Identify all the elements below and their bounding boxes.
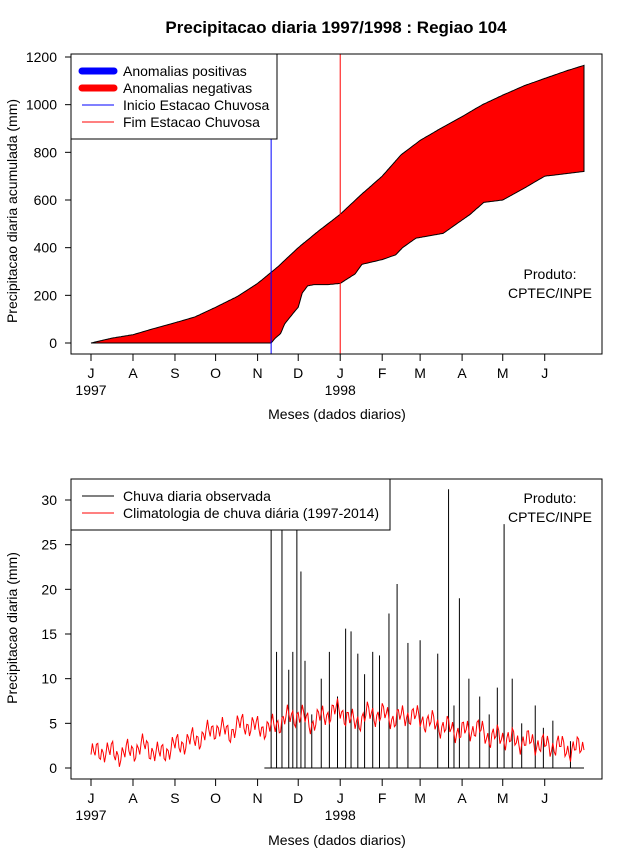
y-tick-label: 30	[41, 492, 57, 508]
x-tick-label: A	[457, 790, 467, 806]
year-label: 1998	[325, 807, 356, 823]
legend: Chuva diaria observada Climatologia de c…	[70, 478, 391, 531]
x-tick-label: M	[497, 365, 509, 381]
x-axis-label: Meses (dados diarios)	[268, 406, 406, 422]
legend: Anomalias positivas Anomalias negativas …	[70, 53, 278, 140]
x-tick-label: F	[378, 365, 387, 381]
x-tick-label: M	[414, 790, 426, 806]
x-tick-label: A	[457, 365, 467, 381]
x-tick-label: D	[293, 365, 303, 381]
y-tick-label: 1200	[26, 49, 57, 65]
y-axis-label: Precipitacao diaria acumulada (mm)	[4, 99, 20, 323]
x-tick-label: S	[170, 790, 179, 806]
y-tick-label: 25	[41, 537, 57, 553]
annotation-produto: Produto:	[524, 490, 577, 506]
y-tick-label: 200	[34, 287, 58, 303]
x-tick-label: J	[88, 790, 95, 806]
y-tick-label: 800	[34, 144, 58, 160]
climatology-line	[90, 698, 585, 767]
x-tick-label: A	[128, 365, 138, 381]
annotation-produto: Produto:	[524, 266, 577, 282]
legend-label-climatology: Climatologia de chuva diária (1997-2014)	[123, 505, 379, 521]
y-tick-label: 15	[41, 626, 57, 642]
x-tick-label: J	[337, 790, 344, 806]
x-tick-label: M	[414, 365, 426, 381]
y-axis-label: Precipitacao diaria (mm)	[4, 552, 20, 704]
x-tick-label: J	[541, 790, 548, 806]
x-tick-label: J	[337, 365, 344, 381]
annotation-source: CPTEC/INPE	[508, 285, 592, 301]
x-tick-label: D	[293, 790, 303, 806]
legend-label-negative: Anomalias negativas	[123, 80, 252, 96]
x-tick-label: F	[378, 790, 387, 806]
y-tick-label: 20	[41, 581, 57, 597]
legend-label-start: Inicio Estacao Chuvosa	[123, 97, 270, 113]
y-tick-label: 400	[34, 240, 58, 256]
x-tick-label: M	[497, 790, 509, 806]
chart-title: Precipitacao diaria 1997/1998 : Regiao 1…	[165, 18, 507, 37]
y-tick-label: 0	[49, 335, 57, 351]
x-tick-label: O	[210, 365, 221, 381]
legend-label-end: Fim Estacao Chuvosa	[123, 114, 260, 130]
year-label: 1997	[75, 382, 106, 398]
y-tick-label: 5	[49, 715, 57, 731]
plot-frame	[70, 53, 603, 355]
x-tick-label: N	[253, 365, 263, 381]
y-tick-label: 1000	[26, 97, 57, 113]
x-tick-label: A	[128, 790, 138, 806]
y-tick-label: 0	[49, 760, 57, 776]
legend-label-observed: Chuva diaria observada	[123, 488, 271, 504]
legend-label-positive: Anomalias positivas	[123, 63, 247, 79]
y-tick-label: 10	[41, 671, 57, 687]
x-axis-label: Meses (dados diarios)	[268, 832, 406, 848]
y-tick-label: 600	[34, 192, 58, 208]
annotation-source: CPTEC/INPE	[508, 509, 592, 525]
legend-box	[70, 478, 391, 531]
x-tick-label: O	[210, 790, 221, 806]
year-label: 1998	[325, 382, 356, 398]
x-tick-label: N	[253, 790, 263, 806]
x-tick-label: J	[88, 365, 95, 381]
negative-anomaly-area	[90, 64, 585, 344]
year-label: 1997	[75, 807, 106, 823]
x-tick-label: J	[541, 365, 548, 381]
cumulative-chart: Precipitacao diaria 1997/1998 : Regiao 1…	[4, 18, 603, 422]
x-tick-label: S	[170, 365, 179, 381]
